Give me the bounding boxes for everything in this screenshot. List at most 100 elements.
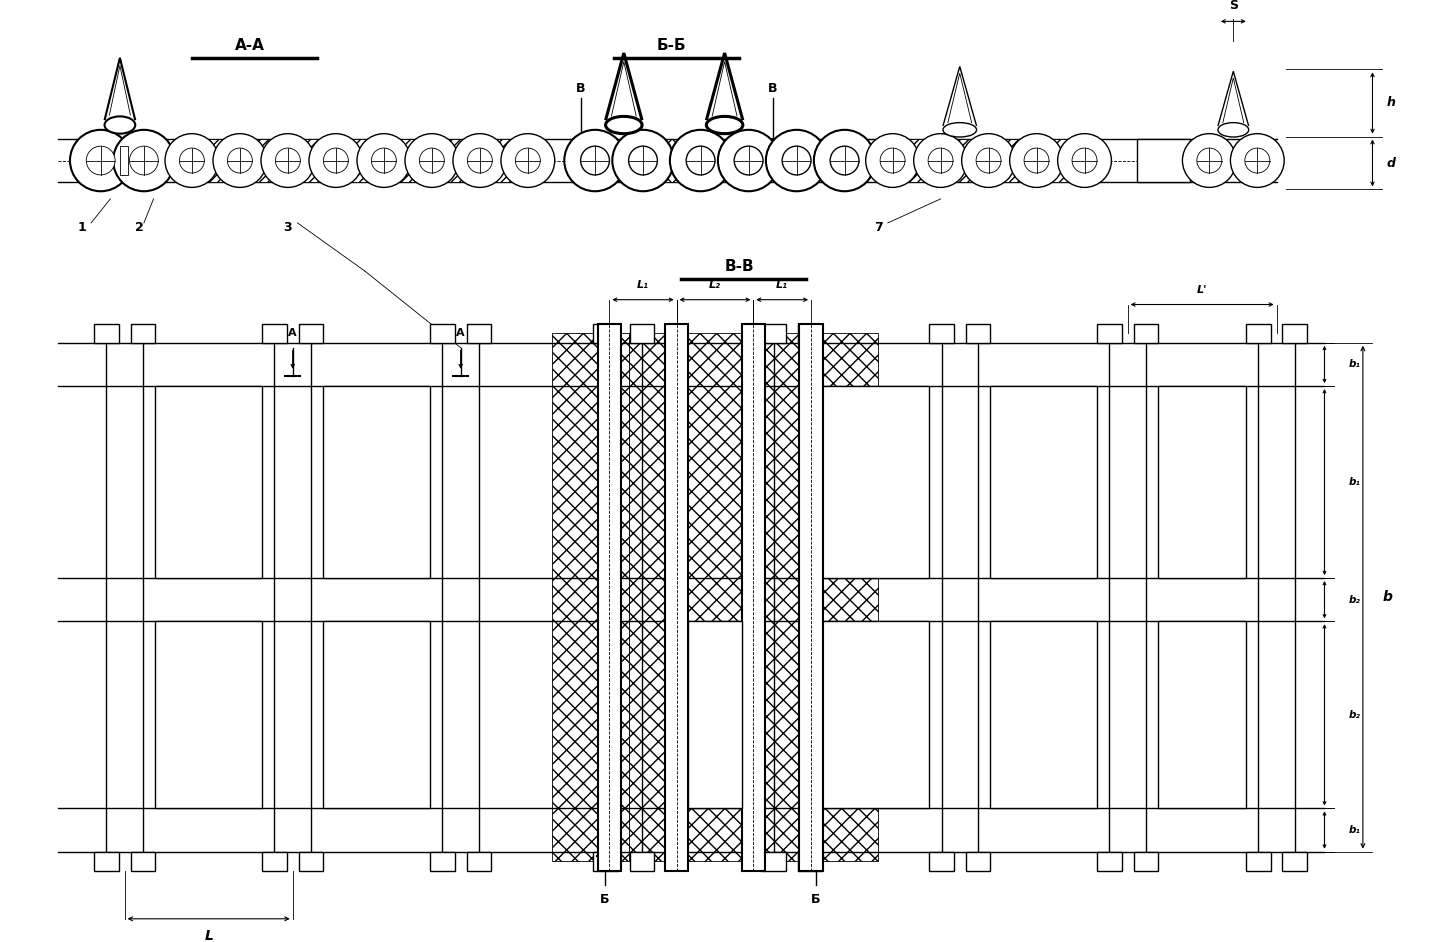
Bar — [665, 324, 688, 870]
Bar — [94, 324, 119, 343]
Text: Б-Б: Б-Б — [656, 38, 686, 53]
Bar — [754, 139, 801, 182]
Bar — [822, 622, 930, 808]
Circle shape — [323, 148, 349, 173]
Bar — [1246, 852, 1270, 870]
Bar — [187, 139, 235, 182]
Text: L₂: L₂ — [709, 281, 721, 290]
Bar — [120, 146, 127, 175]
Circle shape — [1010, 134, 1064, 187]
Bar — [552, 333, 629, 861]
Bar — [797, 139, 845, 182]
Bar — [629, 333, 801, 861]
Text: h: h — [1387, 96, 1396, 109]
Bar — [1137, 139, 1190, 182]
Circle shape — [358, 134, 410, 187]
Circle shape — [86, 146, 114, 175]
Circle shape — [130, 146, 159, 175]
Circle shape — [928, 148, 952, 173]
Circle shape — [1183, 134, 1236, 187]
Text: В: В — [768, 82, 778, 95]
Circle shape — [468, 148, 492, 173]
Circle shape — [500, 134, 555, 187]
Circle shape — [1246, 148, 1270, 173]
Bar — [1037, 139, 1084, 182]
Bar — [323, 386, 430, 578]
Circle shape — [1072, 148, 1097, 173]
Bar — [595, 139, 644, 182]
Circle shape — [453, 134, 506, 187]
Bar — [965, 324, 991, 343]
Bar — [965, 852, 991, 870]
Bar — [1134, 852, 1158, 870]
Bar — [629, 324, 655, 343]
Bar — [799, 324, 822, 870]
Bar — [742, 324, 765, 870]
Text: b₂: b₂ — [1348, 594, 1360, 605]
Circle shape — [686, 146, 715, 175]
Bar — [379, 139, 428, 182]
Bar — [130, 324, 156, 343]
Circle shape — [113, 130, 174, 191]
Circle shape — [1058, 134, 1111, 187]
Bar — [629, 852, 655, 870]
Text: Б: Б — [599, 893, 609, 906]
Text: A: A — [456, 329, 465, 338]
Text: b: b — [1381, 591, 1391, 604]
Circle shape — [405, 134, 459, 187]
Text: d: d — [1387, 157, 1396, 170]
Text: А-А: А-А — [235, 38, 265, 53]
Circle shape — [372, 148, 396, 173]
Circle shape — [865, 134, 919, 187]
Bar — [941, 139, 988, 182]
Bar — [466, 852, 490, 870]
Ellipse shape — [605, 117, 642, 134]
Circle shape — [669, 130, 731, 191]
Bar — [892, 139, 941, 182]
Bar — [1097, 324, 1121, 343]
Bar — [593, 324, 618, 343]
Bar — [1158, 622, 1246, 808]
Ellipse shape — [706, 117, 742, 134]
Circle shape — [70, 130, 132, 191]
Text: A: A — [289, 329, 297, 338]
Bar — [235, 139, 283, 182]
Bar — [428, 139, 475, 182]
Bar — [323, 622, 430, 808]
Text: L': L' — [1197, 285, 1207, 295]
Text: 2: 2 — [134, 221, 143, 235]
Circle shape — [565, 130, 626, 191]
Bar — [930, 324, 954, 343]
Bar — [991, 622, 1097, 808]
Bar — [466, 324, 490, 343]
Circle shape — [179, 148, 204, 173]
Bar — [156, 386, 262, 578]
Text: L₁: L₁ — [636, 281, 649, 290]
Bar — [598, 324, 621, 870]
Text: S: S — [1228, 0, 1238, 11]
Circle shape — [276, 148, 300, 173]
Circle shape — [782, 146, 811, 175]
Bar — [299, 852, 323, 870]
Bar — [262, 324, 287, 343]
Circle shape — [879, 148, 905, 173]
Bar — [761, 852, 786, 870]
Circle shape — [977, 148, 1001, 173]
Circle shape — [1024, 148, 1050, 173]
Bar — [991, 386, 1097, 578]
Circle shape — [227, 148, 252, 173]
Bar — [1158, 386, 1246, 578]
Bar — [130, 852, 156, 870]
Ellipse shape — [942, 122, 977, 137]
Circle shape — [581, 146, 609, 175]
Bar — [430, 852, 455, 870]
Circle shape — [309, 134, 363, 187]
Text: 7: 7 — [874, 221, 882, 235]
Text: L₁: L₁ — [776, 281, 788, 290]
Bar — [475, 139, 523, 182]
Ellipse shape — [1218, 122, 1248, 137]
Bar — [262, 852, 287, 870]
Circle shape — [213, 134, 267, 187]
Bar — [283, 139, 332, 182]
Text: В: В — [576, 82, 585, 95]
